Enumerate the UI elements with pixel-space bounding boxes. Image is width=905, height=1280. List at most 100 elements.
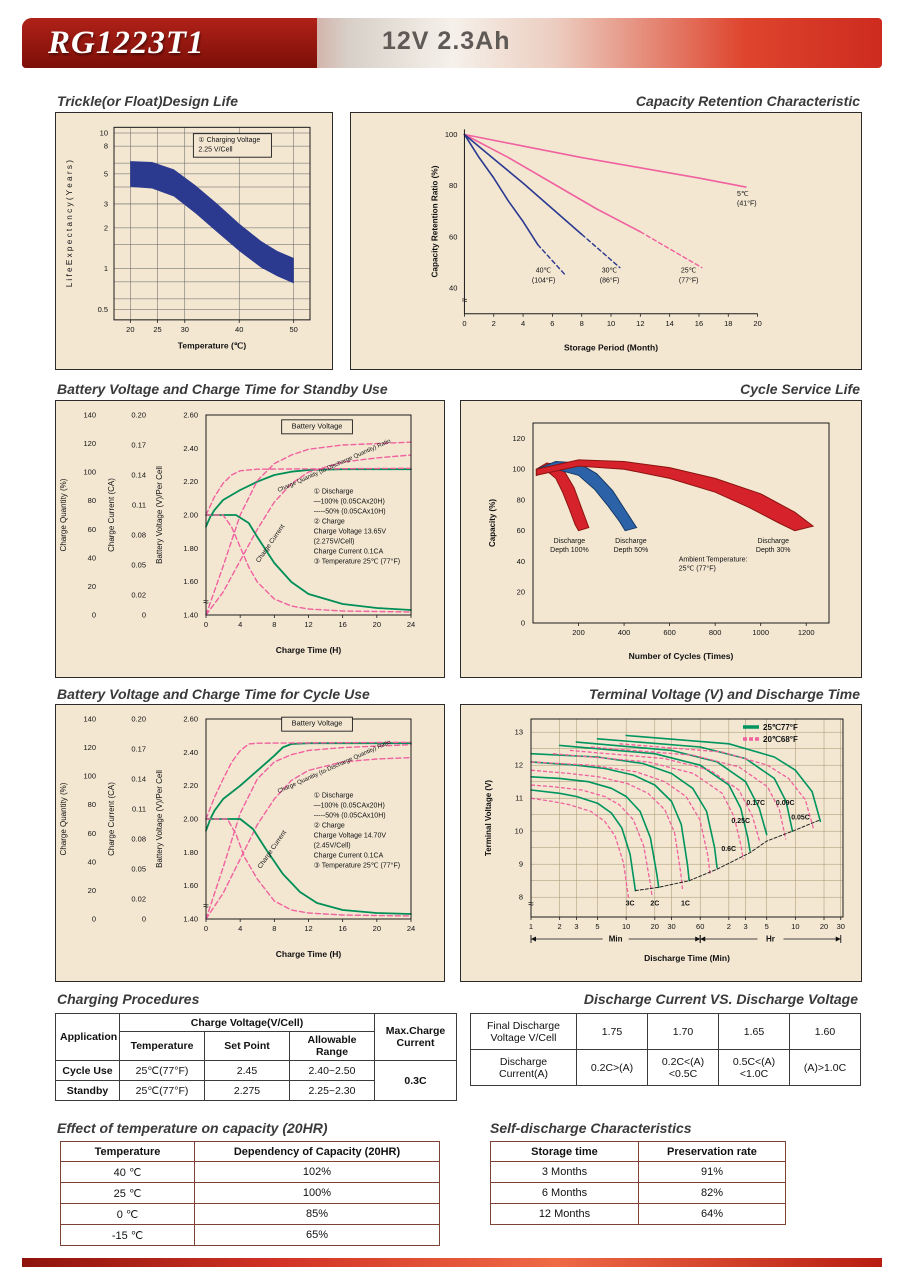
svg-text:8: 8	[104, 142, 108, 151]
svg-text:400: 400	[618, 628, 631, 637]
svg-text:0: 0	[142, 915, 146, 924]
battery-spec: 12V 2.3Ah	[382, 27, 511, 55]
svg-text:Storage Period (Month): Storage Period (Month)	[564, 342, 658, 352]
svg-text:60: 60	[517, 526, 525, 535]
svg-text:0: 0	[521, 619, 525, 628]
svg-text:8: 8	[580, 319, 584, 328]
charging-procedures-table: Application Charge Voltage(V/Cell) Max.C…	[55, 1013, 457, 1101]
float-life-panel: 20 25 30 40 50 10 8 5 3 2 1 0.5 L i f e E x p e c t …	[55, 112, 333, 370]
table-cell: 1.60	[789, 1013, 861, 1050]
svg-text:(77°F): (77°F)	[679, 276, 699, 284]
svg-text:1: 1	[529, 922, 533, 931]
svg-text:Capacity Retention Ratio (%): Capacity Retention Ratio (%)	[430, 165, 439, 277]
table-row: 40 ℃ 102%	[60, 1161, 440, 1183]
svg-text:1.40: 1.40	[183, 915, 198, 924]
svg-text:2: 2	[104, 223, 108, 232]
svg-text:4: 4	[521, 319, 525, 328]
svg-text:12: 12	[515, 761, 523, 770]
svg-text:20: 20	[88, 886, 96, 895]
svg-text:3: 3	[574, 922, 578, 931]
svg-text:③ Temperature 25℃ (77°F): ③ Temperature 25℃ (77°F)	[314, 861, 400, 869]
table-header-cell: Charge Voltage(V/Cell)	[119, 1013, 375, 1032]
table-cell: 100%	[194, 1182, 440, 1204]
svg-text:20: 20	[517, 588, 525, 597]
svg-text:10: 10	[622, 922, 630, 931]
svg-text:Depth 100%: Depth 100%	[550, 547, 589, 554]
svg-text:2.20: 2.20	[183, 477, 198, 486]
svg-text:Charge Current (CA): Charge Current (CA)	[107, 782, 116, 856]
cycle-charge-chart: 0 4 8 12 16 20 24 0 20 40 60 80 100 120 140 Charge Quan…	[59, 715, 415, 960]
svg-text:60: 60	[449, 232, 457, 241]
table-cell: 0.2C<(A)<0.5C	[647, 1049, 719, 1086]
svg-text:120: 120	[83, 743, 96, 752]
svg-text:18: 18	[724, 319, 732, 328]
title-standby-charge: Battery Voltage and Charge Time for Stan…	[57, 381, 388, 397]
table-cell: 91%	[638, 1161, 786, 1183]
svg-text:1: 1	[104, 264, 108, 273]
svg-text:—100% (0.05CAx20H): —100% (0.05CAx20H)	[314, 802, 385, 809]
table-cell: 2.275	[204, 1080, 290, 1101]
table-header-row: Temperature Dependency of Capacity (20HR…	[60, 1141, 440, 1162]
table-header-cell: Dependency of Capacity (20HR)	[194, 1141, 440, 1162]
model-name: RG1223T1	[48, 24, 205, 61]
svg-text:-----50% (0.05CAx10H): -----50% (0.05CAx10H)	[314, 812, 386, 819]
svg-text:2.00: 2.00	[183, 815, 198, 824]
svg-text:10: 10	[515, 827, 523, 836]
temp-capacity-table: Temperature Dependency of Capacity (20HR…	[60, 1141, 440, 1246]
title-float-life: Trickle(or Float)Design Life	[57, 93, 238, 109]
table-header-cell: Set Point	[204, 1031, 290, 1061]
table-cell: 0.3C	[374, 1060, 457, 1101]
svg-text:4: 4	[238, 924, 242, 933]
table-cell: 2.25~2.30	[289, 1080, 375, 1101]
svg-text:Ambient Temperature:: Ambient Temperature:	[679, 556, 748, 563]
svg-text:Charge Quantity (%): Charge Quantity (%)	[59, 478, 68, 551]
table-cell: 40 ℃	[60, 1161, 195, 1183]
svg-text:0.02: 0.02	[131, 591, 146, 600]
table-row: -15 ℃ 65%	[60, 1224, 440, 1246]
title-temp-capacity: Effect of temperature on capacity (20HR)	[57, 1120, 328, 1136]
svg-text:≈: ≈	[462, 295, 468, 306]
svg-text:0: 0	[92, 915, 96, 924]
svg-text:13: 13	[515, 728, 523, 737]
capacity-retention-chart: 0 2 4 6 8 10 12 14 16 18 20 40 60 80 100 Capacity Reten…	[430, 129, 762, 353]
svg-text:0.20: 0.20	[131, 411, 146, 420]
svg-text:5℃: 5℃	[737, 190, 749, 198]
cycle-life-chart: 200 400 600 800 1000 1200 0 20 40 60 80 100 120 Capac…	[488, 422, 830, 661]
table-cell: Final Discharge Voltage V/Cell	[470, 1013, 577, 1050]
table-cell: 0 ℃	[60, 1203, 195, 1225]
svg-text:2: 2	[727, 922, 731, 931]
svg-text:120: 120	[512, 434, 525, 443]
table-cell: 3 Months	[490, 1161, 639, 1183]
svg-text:Charge Time (H): Charge Time (H)	[276, 645, 342, 655]
table-header-cell: Temperature	[119, 1031, 205, 1061]
svg-text:2.00: 2.00	[183, 511, 198, 520]
svg-text:25℃77°F: 25℃77°F	[763, 723, 798, 732]
table-row: Cycle Use 25℃(77°F) 2.45 2.40~2.50 0.3C	[55, 1060, 457, 1101]
svg-text:2.60: 2.60	[183, 411, 198, 420]
svg-text:Capacity (%): Capacity (%)	[488, 499, 497, 547]
svg-text:800: 800	[709, 628, 722, 637]
svg-text:80: 80	[88, 800, 96, 809]
svg-text:0: 0	[142, 611, 146, 620]
svg-text:0.14: 0.14	[131, 775, 146, 784]
table-cell: (A)>1.0C	[789, 1049, 861, 1086]
svg-text:1.60: 1.60	[183, 577, 198, 586]
svg-text:Charge Voltage 13.65V: Charge Voltage 13.65V	[314, 528, 387, 535]
svg-text:8: 8	[272, 620, 276, 629]
svg-text:2.25 V/Cell: 2.25 V/Cell	[198, 146, 233, 154]
svg-text:1.40: 1.40	[183, 611, 198, 620]
svg-text:(86°F): (86°F)	[600, 276, 620, 284]
table-cell: 25℃(77°F)	[119, 1080, 205, 1101]
svg-text:Charge Quantity (%): Charge Quantity (%)	[59, 782, 68, 855]
svg-text:2C: 2C	[650, 900, 659, 907]
table-cell: 2.40~2.50	[289, 1060, 375, 1081]
svg-text:Depth 30%: Depth 30%	[756, 547, 791, 554]
svg-text:Charge Time (H): Charge Time (H)	[276, 949, 342, 959]
svg-text:2.20: 2.20	[183, 781, 198, 790]
table-cell: 1.75	[576, 1013, 648, 1050]
svg-text:Battery Voltage: Battery Voltage	[292, 421, 343, 430]
table-row: Standby 25℃(77°F) 2.275 2.25~2.30	[55, 1080, 457, 1101]
svg-text:30: 30	[667, 922, 675, 931]
table-cell: 64%	[638, 1203, 786, 1225]
